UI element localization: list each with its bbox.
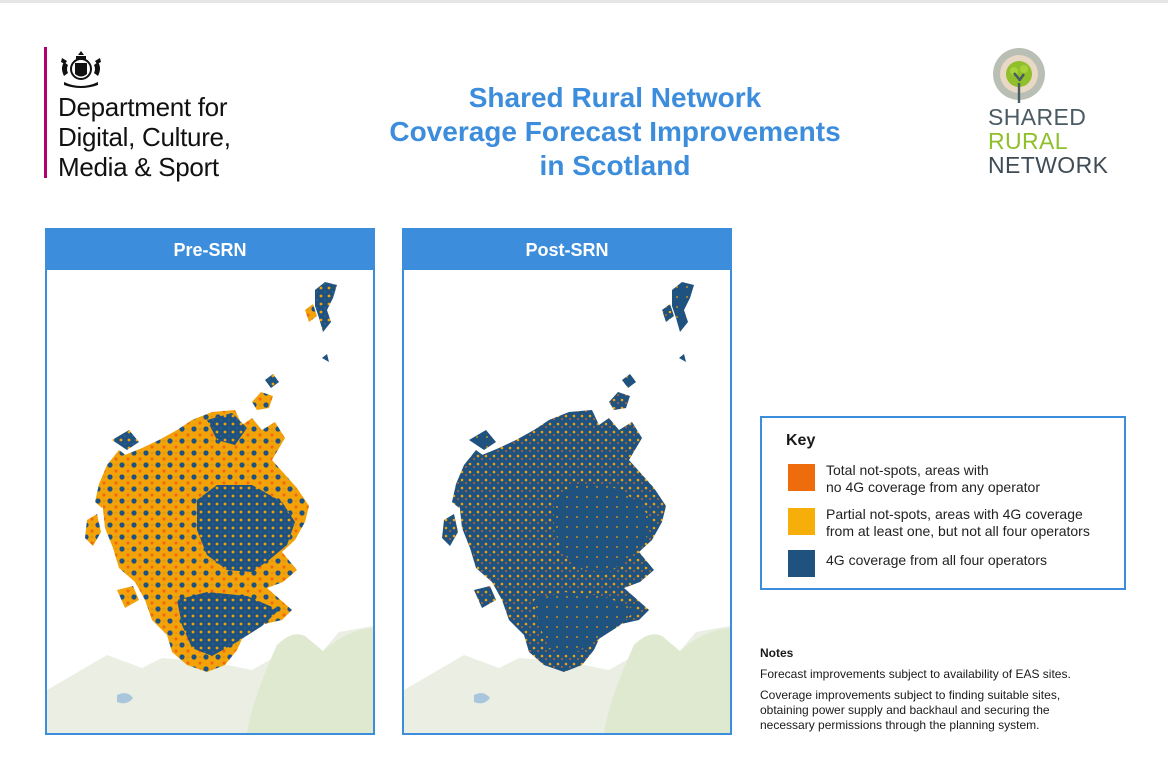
post-srn-header: Post-SRN [404, 230, 730, 270]
notes-heading: Notes [760, 646, 794, 660]
post-srn-panel: Post-SRN [402, 228, 732, 735]
key-swatch [788, 464, 815, 491]
srn-word-rural: RURAL [988, 128, 1068, 154]
key-swatch [788, 508, 815, 535]
pre-srn-header: Pre-SRN [47, 230, 373, 270]
post-srn-map [404, 270, 730, 733]
notes-line: necessary permissions through the planni… [760, 718, 1040, 732]
key-swatch [788, 550, 815, 577]
tree-circle-icon [993, 48, 1045, 103]
pre-srn-panel: Pre-SRN [45, 228, 375, 735]
key-label-line: 4G coverage from all four operators [826, 552, 1047, 568]
dcms-name: Department for Digital, Culture, Media &… [58, 92, 231, 182]
notes-line: Forecast improvements subject to availab… [760, 667, 1071, 681]
key-label-line: Total not-spots, areas with [826, 462, 989, 478]
key-label-line: from at least one, but not all four oper… [826, 523, 1090, 539]
notes-paragraph: Forecast improvements subject to availab… [760, 667, 1140, 682]
key-label: Partial not-spots, areas with 4G coverag… [826, 506, 1090, 540]
key-label: 4G coverage from all four operators [826, 552, 1047, 569]
key-label-line: Partial not-spots, areas with 4G coverag… [826, 506, 1083, 522]
map-key: Key Total not-spots, areas with no 4G co… [760, 416, 1126, 590]
key-item-4g-coverage: 4G coverage from all four operators [788, 548, 1118, 582]
key-title: Key [786, 432, 816, 449]
notes-line: Coverage improvements subject to finding… [760, 688, 1061, 702]
pre-srn-map [47, 270, 373, 733]
top-rule [0, 0, 1168, 3]
title-line: Coverage Forecast Improvements [389, 116, 841, 147]
notes-paragraph: Coverage improvements subject to finding… [760, 688, 1140, 733]
srn-word-network: NETWORK [988, 152, 1109, 178]
dcms-accent-bar [44, 47, 47, 178]
srn-logo: SHARED RURAL NETWORK [984, 45, 1134, 180]
srn-word-shared: SHARED [988, 104, 1087, 130]
dcms-name-line: Media & Sport [58, 152, 219, 182]
royal-coat-of-arms-icon [61, 51, 101, 88]
key-label: Total not-spots, areas with no 4G covera… [826, 462, 1040, 496]
key-item-partial-not-spots: Partial not-spots, areas with 4G coverag… [788, 506, 1118, 540]
notes-line: obtaining power supply and backhaul and … [760, 703, 1050, 717]
key-item-total-not-spots: Total not-spots, areas with no 4G covera… [788, 462, 1118, 496]
dcms-name-line: Digital, Culture, [58, 122, 231, 152]
dcms-logo: Department for Digital, Culture, Media &… [44, 47, 264, 182]
page-title: Shared Rural Network Coverage Forecast I… [320, 81, 910, 183]
title-line: Shared Rural Network [468, 82, 762, 113]
dcms-name-line: Department for [58, 92, 228, 122]
key-label-line: no 4G coverage from any operator [826, 479, 1041, 495]
notes: Notes Forecast improvements subject to a… [760, 646, 1140, 739]
title-line: in Scotland [539, 150, 691, 181]
srn-wordmark: SHARED RURAL NETWORK [988, 105, 1108, 177]
